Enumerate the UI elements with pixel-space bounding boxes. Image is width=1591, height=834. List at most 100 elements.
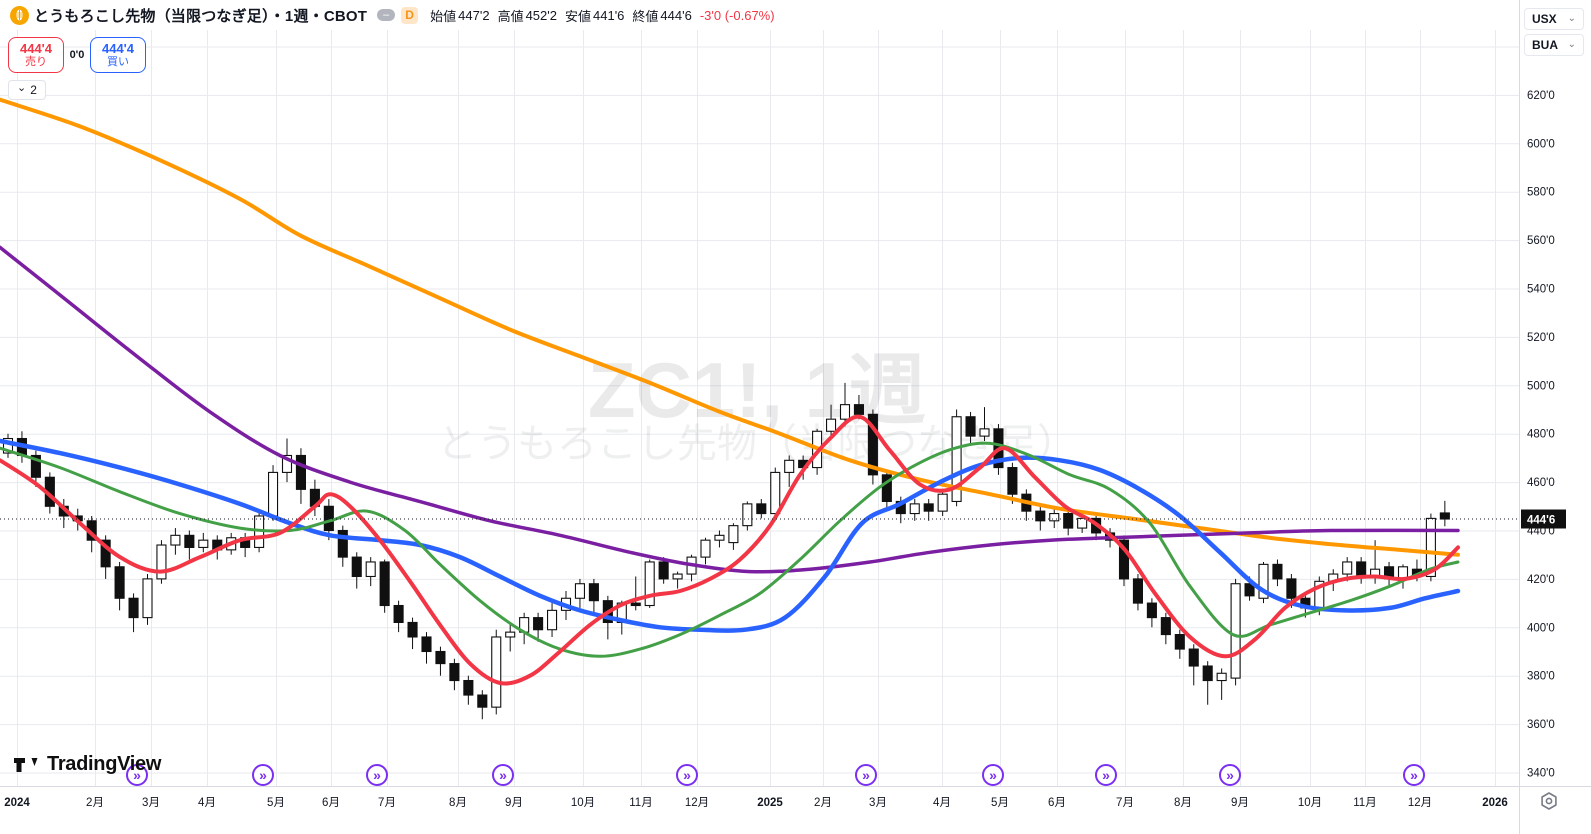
candle-up [644, 561, 655, 607]
contract-rollover-icon[interactable]: » [855, 764, 877, 786]
time-axis-label: 8月 [1174, 797, 1192, 809]
candle-down [421, 636, 432, 653]
price-axis-background [1520, 0, 1591, 834]
candle-down [588, 583, 599, 602]
unit-selector-bua[interactable]: BUA ⌄ [1524, 34, 1584, 56]
candle-up [574, 583, 586, 599]
symbol-header: とうもろこし先物（当限つなぎ足）・1週・CBOT – D 始値 447'2 高値 45… [0, 0, 1519, 30]
contract-rollover-icon[interactable]: » [492, 764, 514, 786]
contract-rollover-icon[interactable]: » [366, 764, 388, 786]
price-axis-label: 500'0 [1527, 380, 1555, 392]
contract-rollover-icon[interactable]: » [252, 764, 274, 786]
open-value: 447'2 [458, 7, 490, 23]
candle-down [756, 503, 767, 515]
candle-down [923, 503, 934, 512]
candle-up [825, 418, 837, 432]
sell-button[interactable]: 444'4 売り [8, 37, 64, 73]
candle-down [1244, 583, 1255, 597]
svg-text:»: » [1226, 767, 1234, 783]
contract-rollover-icon[interactable]: » [676, 764, 698, 786]
candle-down [114, 566, 125, 599]
candle-up [937, 493, 948, 512]
candle-up [979, 428, 990, 437]
svg-text:»: » [989, 767, 997, 783]
candle-up [714, 534, 725, 541]
candle-down [1146, 602, 1157, 619]
symbol-title[interactable]: とうもろこし先物（当限つなぎ足）・1週・CBOT [34, 7, 368, 25]
candle-down [1202, 665, 1213, 682]
tradingview-logo[interactable]: TradingView [14, 753, 161, 776]
candle-down [853, 404, 865, 415]
ma-line-ma-short [0, 441, 1460, 658]
candle-down [128, 597, 139, 619]
contract-rollover-icon[interactable]: » [126, 764, 148, 786]
corn-glyph [16, 9, 23, 20]
unit-selector-usx[interactable]: USX ⌄ [1524, 8, 1584, 30]
candle-up [700, 539, 711, 558]
candle-down [1132, 578, 1143, 604]
candle-up [281, 454, 293, 473]
candle-down [1007, 467, 1018, 495]
price-axis-label: 580'0 [1527, 187, 1555, 199]
time-axis-label: 4月 [933, 797, 951, 809]
data-mode-badge[interactable]: D [401, 6, 419, 24]
time-axis-label: 2月 [86, 797, 104, 809]
tradingview-mark-icon [14, 757, 38, 772]
candle-down [533, 617, 544, 631]
svg-text:»: » [133, 767, 141, 783]
candle-down [1063, 513, 1074, 529]
ohlc-row: 始値 447'2 高値 452'2 安値 441'6 終値 444'6 -3'0 (-0.67%… [430, 6, 774, 25]
high-value: 452'2 [525, 7, 557, 23]
candle-up [742, 503, 753, 527]
time-axis-label: 10月 [571, 797, 595, 809]
contract-rollover-icon[interactable]: » [1219, 764, 1241, 786]
high-label: 高値 [497, 8, 524, 24]
candle-down [407, 621, 418, 638]
candle-up [839, 404, 851, 420]
contract-rollover-icon[interactable]: » [1403, 764, 1425, 786]
candle-down [100, 539, 111, 568]
change-value: -3'0 (-0.67%) [699, 7, 775, 23]
close-label: 終値 [632, 8, 659, 24]
candle-up [1230, 583, 1241, 679]
gear-icon[interactable] [1541, 792, 1557, 810]
price-axis-label: 520'0 [1527, 332, 1555, 344]
legend-collapse-button[interactable]: ⌄ 2 [8, 80, 46, 100]
time-axis[interactable]: 2024 2月 3月 4月 5月 6月 7月 8月 9月 10月 11月 12月 2025 2月 3月 4月 5… [4, 797, 1508, 809]
svg-text:»: » [1410, 767, 1418, 783]
price-axis[interactable]: 620'0 600'0 580'0 560'0 540'0 520'0 500'0 480'0… [1521, 90, 1566, 780]
time-axis-label: 5月 [267, 797, 285, 809]
time-axis-label: 9月 [505, 797, 523, 809]
time-axis-label: 8月 [449, 797, 467, 809]
candle-down [658, 561, 669, 580]
time-axis-label: 3月 [869, 797, 887, 809]
corn-symbol-icon[interactable] [10, 5, 29, 25]
candle-down [1286, 578, 1297, 599]
candle-up [267, 471, 279, 517]
time-axis-label: 3月 [142, 797, 160, 809]
candle-down [1174, 634, 1185, 650]
ma-line-ma-long [0, 245, 1460, 574]
close-value: 444'6 [660, 7, 692, 23]
candle-down [477, 694, 488, 708]
candle-down [449, 663, 460, 682]
time-axis-label: 5月 [991, 797, 1009, 809]
candle-down [1356, 561, 1367, 578]
candle-up [770, 471, 781, 515]
ma-line-ma-shortest [0, 414, 1460, 686]
svg-text:»: » [373, 767, 381, 783]
contract-rollover-icon[interactable]: » [982, 764, 1004, 786]
candle-up [672, 573, 683, 580]
candle-down [1118, 539, 1130, 580]
minus-badge-icon[interactable]: – [377, 9, 396, 21]
price-axis-label: 480'0 [1527, 429, 1555, 441]
open-label: 始値 [430, 8, 457, 24]
buy-button[interactable]: 444'4 買い [90, 37, 146, 73]
candle-down [630, 602, 641, 607]
contract-rollover-icon[interactable]: » [1095, 764, 1117, 786]
candle-down [1439, 512, 1450, 520]
unit-usx-label: USX [1532, 12, 1557, 26]
price-axis-label: 540'0 [1527, 283, 1555, 295]
time-axis-label: 11月 [1353, 797, 1376, 809]
